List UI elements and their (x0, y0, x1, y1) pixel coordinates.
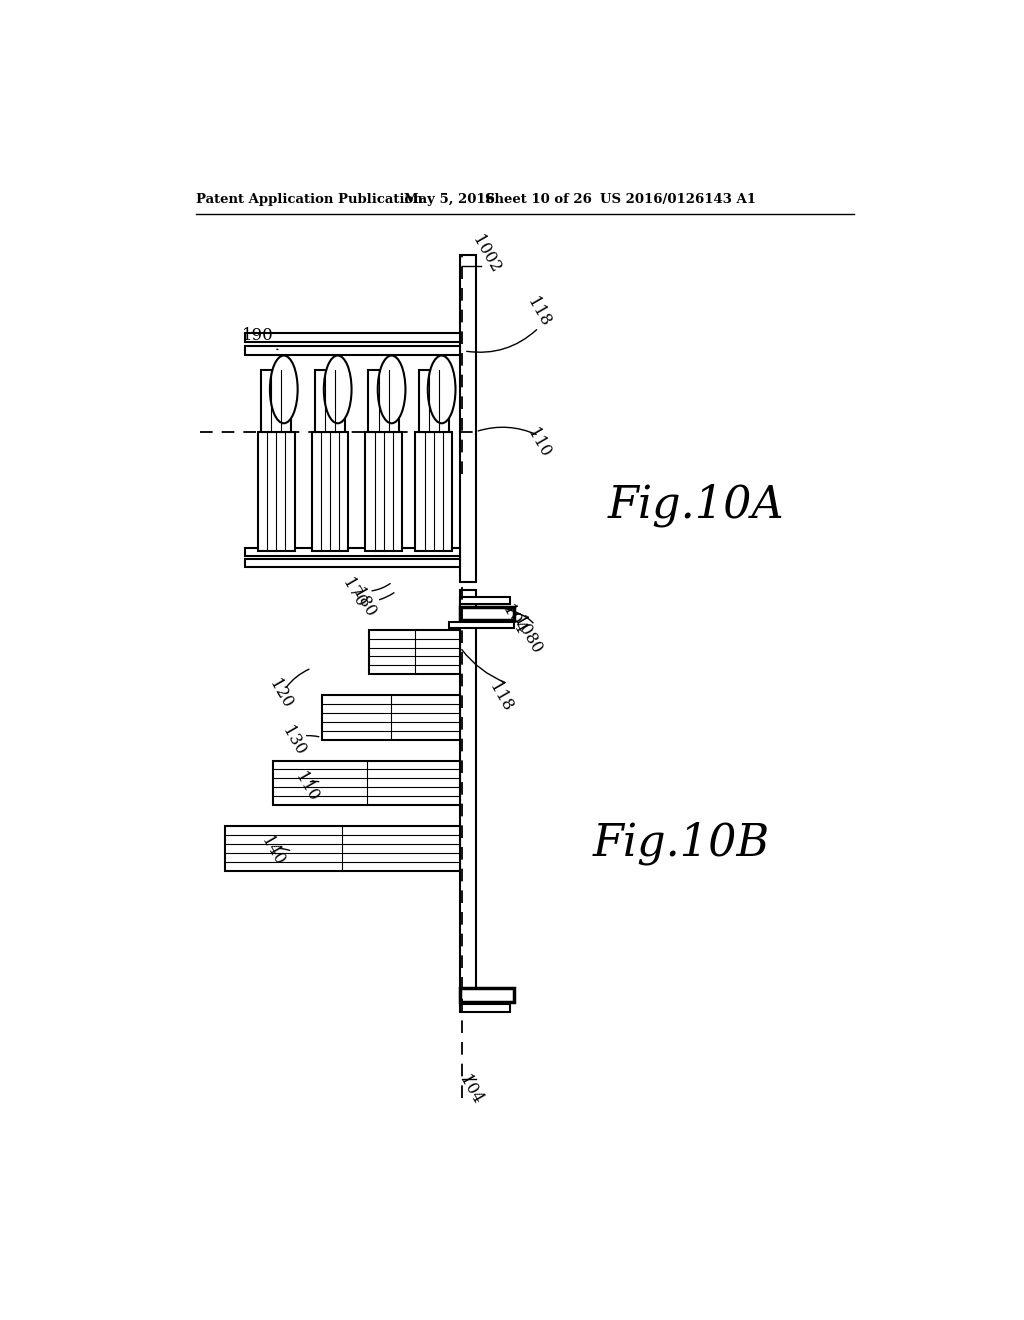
Bar (258, 432, 295, 552)
Text: 104: 104 (499, 603, 529, 638)
Bar (416, 432, 453, 552)
Bar (460, 597, 510, 605)
Text: 180: 180 (348, 586, 378, 620)
Bar (261, 370, 292, 432)
Bar (322, 696, 460, 739)
Bar (311, 432, 348, 552)
Text: 104: 104 (455, 1073, 485, 1107)
Text: Sheet 10 of 26: Sheet 10 of 26 (484, 193, 592, 206)
Bar (245, 333, 460, 342)
Text: 118: 118 (523, 294, 554, 330)
Text: Fig.10B: Fig.10B (593, 822, 770, 866)
Bar (366, 432, 402, 552)
Text: 130: 130 (279, 723, 309, 758)
Ellipse shape (324, 355, 351, 424)
Text: 190: 190 (242, 327, 273, 345)
Text: Fig.10A: Fig.10A (608, 483, 784, 527)
Bar (460, 590, 475, 1002)
Bar (369, 370, 399, 432)
Text: 118: 118 (485, 680, 515, 715)
Ellipse shape (270, 355, 298, 424)
Text: 120: 120 (265, 677, 296, 711)
Text: May 5, 2016: May 5, 2016 (403, 193, 495, 206)
Text: 1080: 1080 (510, 614, 545, 657)
Ellipse shape (428, 355, 456, 424)
Bar (460, 1005, 510, 1011)
Ellipse shape (378, 355, 406, 424)
Bar (245, 346, 460, 355)
Text: US 2016/0126143 A1: US 2016/0126143 A1 (600, 193, 757, 206)
Bar (460, 255, 475, 582)
Text: 140: 140 (258, 834, 288, 869)
Bar (449, 622, 514, 628)
Text: 110: 110 (523, 426, 554, 461)
Bar (224, 826, 460, 871)
Bar (245, 548, 460, 556)
Bar (314, 370, 345, 432)
Text: 170: 170 (339, 576, 369, 611)
Text: Patent Application Publication: Patent Application Publication (196, 193, 423, 206)
Bar (419, 370, 450, 432)
Bar (460, 607, 514, 620)
Text: 110: 110 (291, 770, 322, 804)
Bar (370, 630, 460, 675)
Bar (460, 987, 514, 1002)
Bar (273, 760, 460, 805)
Bar (245, 558, 460, 566)
Text: 1002: 1002 (469, 232, 504, 276)
